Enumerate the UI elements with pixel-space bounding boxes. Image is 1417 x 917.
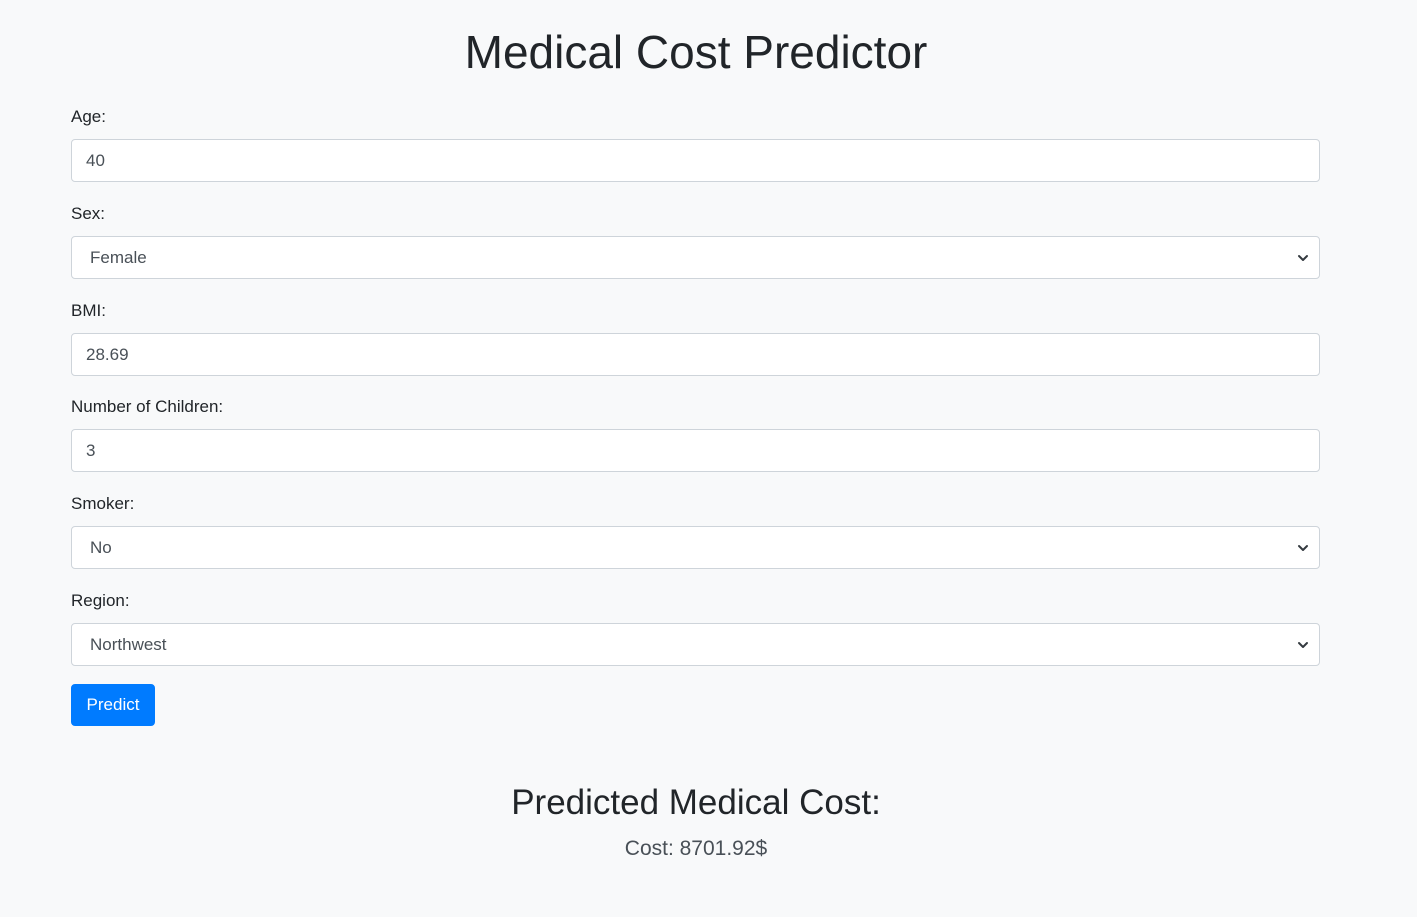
smoker-label: Smoker: (71, 494, 135, 513)
sex-selected-value: Female (90, 248, 147, 267)
chevron-down-icon (1298, 545, 1308, 551)
sex-label: Sex: (71, 204, 106, 223)
predict-button[interactable]: Predict (71, 684, 155, 726)
children-value: 3 (86, 441, 96, 460)
chevron-down-icon (1298, 642, 1308, 648)
age-input[interactable]: 40 (71, 139, 1320, 182)
page-title: Medical Cost Predictor (464, 26, 928, 78)
bmi-input[interactable]: 28.69 (71, 333, 1320, 376)
region-select[interactable]: Northwest (71, 623, 1320, 666)
result-cost-text: Cost: 8701.92$ (624, 837, 768, 860)
age-label: Age: (71, 107, 106, 126)
smoker-select[interactable]: No (71, 526, 1320, 569)
children-input[interactable]: 3 (71, 429, 1320, 472)
region-selected-value: Northwest (90, 635, 167, 654)
children-label: Number of Children: (71, 397, 224, 416)
chevron-down-icon (1298, 255, 1308, 261)
smoker-selected-value: No (90, 538, 112, 557)
region-label: Region: (71, 591, 130, 610)
result-heading: Predicted Medical Cost: (511, 783, 881, 822)
age-value: 40 (86, 151, 105, 170)
bmi-value: 28.69 (86, 345, 129, 364)
sex-select[interactable]: Female (71, 236, 1320, 279)
bmi-label: BMI: (71, 301, 106, 320)
